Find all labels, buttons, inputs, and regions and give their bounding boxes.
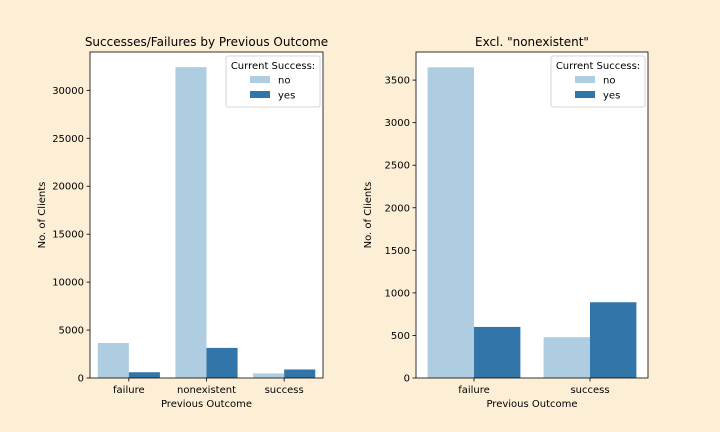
bar-yes-failure — [474, 326, 521, 378]
y-tick-label: 2000 — [385, 203, 410, 214]
chart-2: 0 500 1000 1500 2000 2500 3000 3500 failure succe… — [363, 35, 649, 410]
bar-yes-success — [590, 302, 637, 378]
y-tick-label: 1000 — [385, 288, 410, 299]
y-tick-label: 500 — [391, 331, 410, 342]
y-tick-label: 1500 — [385, 246, 410, 257]
y-axis-label: No. of Clients — [37, 182, 48, 249]
legend-label-no: no — [603, 76, 615, 87]
legend-swatch-no — [575, 76, 595, 83]
legend-swatch-yes — [575, 91, 595, 98]
y-tick-label: 2500 — [385, 161, 410, 172]
legend-label-yes: yes — [278, 91, 295, 102]
bar-no-success — [253, 373, 285, 378]
axes-frame — [415, 51, 649, 379]
bar-yes-success — [284, 369, 316, 378]
y-tick-label: 25000 — [52, 134, 84, 145]
legend-swatch-no — [250, 76, 270, 83]
legend: Current Success: no yes — [225, 55, 321, 108]
x-tick-label: failure — [113, 385, 145, 396]
y-tick-label: 0 — [78, 374, 84, 385]
y-axis-label: No. of Clients — [363, 182, 374, 249]
bar-no-nonexistent — [175, 67, 207, 378]
x-tick-label: failure — [458, 385, 490, 396]
bar-yes-failure — [128, 372, 160, 378]
y-tick-label: 3500 — [385, 76, 410, 87]
bar-no-failure — [427, 67, 474, 378]
y-tick-label: 15000 — [52, 230, 84, 241]
legend-box — [225, 55, 321, 108]
y-tick-label: 10000 — [52, 278, 84, 289]
x-axis-label: Previous Outcome — [486, 399, 577, 410]
x-tick-label: success — [265, 385, 304, 396]
legend-box — [550, 55, 646, 108]
legend-label-no: no — [278, 76, 290, 87]
legend-swatch-yes — [250, 91, 270, 98]
chart-title: Successes/Failures by Previous Outcome — [85, 35, 328, 49]
legend-title: Current Success: — [231, 61, 315, 72]
bar-no-failure — [97, 343, 129, 378]
chart-title: Excl. "nonexistent" — [475, 35, 589, 49]
y-tick-label: 20000 — [52, 182, 84, 193]
y-tick-label: 30000 — [52, 86, 84, 97]
y-tick-label: 0 — [404, 374, 410, 385]
legend-label-yes: yes — [603, 91, 620, 102]
x-tick-label: nonexistent — [177, 385, 236, 396]
bar-yes-nonexistent — [206, 347, 238, 378]
legend: Current Success: no yes — [550, 55, 646, 108]
legend-title: Current Success: — [556, 61, 640, 72]
bar-no-success — [543, 337, 590, 378]
x-axis-label: Previous Outcome — [161, 399, 252, 410]
y-tick-label: 3000 — [385, 118, 410, 129]
y-tick-label: 5000 — [59, 326, 84, 337]
x-tick-label: success — [570, 385, 609, 396]
